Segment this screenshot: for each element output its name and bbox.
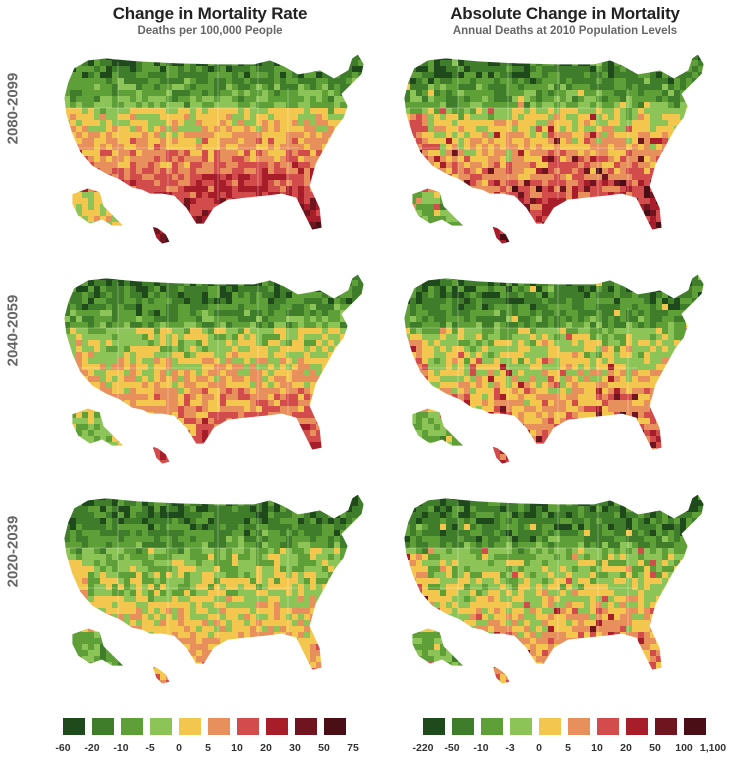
right-column-subtitle: Annual Deaths at 2010 Population Levels	[452, 25, 678, 37]
map-rate-2080-2099	[58, 48, 370, 253]
legend-label: 30	[289, 742, 301, 754]
map-rate-2040-2059	[58, 268, 370, 473]
legend-label: 5	[565, 742, 571, 754]
legend-swatch	[295, 718, 317, 735]
legend-swatch	[92, 718, 114, 735]
row-label-2020-2039: 2020-2039	[4, 515, 22, 588]
legend-swatch	[208, 718, 230, 735]
legend-swatch	[179, 718, 201, 735]
legend-swatch	[626, 718, 648, 735]
map-absolute-2040-2059	[398, 268, 710, 473]
legend-label: 20	[260, 742, 272, 754]
legend-label: 0	[176, 742, 182, 754]
row-label-2080-2099: 2080-2099	[4, 72, 22, 145]
legend-label: 5	[205, 742, 211, 754]
us-map-graphic	[403, 273, 705, 465]
legend-swatch	[121, 718, 143, 735]
legend-label: 50	[318, 742, 330, 754]
legend-swatch	[452, 718, 474, 735]
legend-label: 50	[649, 742, 661, 754]
map-absolute-2080-2099	[398, 48, 710, 253]
legend-label: -60	[55, 742, 71, 754]
legend-swatch	[481, 718, 503, 735]
map-absolute-2020-2039	[398, 488, 710, 693]
legend-label: 100	[675, 742, 693, 754]
legend-label: -220	[412, 742, 434, 754]
legend-label: 1,100	[699, 742, 727, 754]
legend-label: 0	[536, 742, 542, 754]
legend-swatch	[655, 718, 677, 735]
legend-label: 10	[231, 742, 243, 754]
left-column-subtitle: Deaths per 100,000 People	[137, 25, 283, 37]
us-map-graphic	[63, 273, 365, 465]
legend-swatch	[150, 718, 172, 735]
legend-swatch	[324, 718, 346, 735]
us-map-graphic	[63, 53, 365, 245]
legend-label: 10	[591, 742, 603, 754]
legend-swatch	[237, 718, 259, 735]
legend-label: -10	[473, 742, 489, 754]
legend-label: -50	[444, 742, 460, 754]
legend-swatch	[684, 718, 706, 735]
legend-label: -5	[145, 742, 155, 754]
legend-label: -10	[113, 742, 129, 754]
legend-label: -20	[84, 742, 100, 754]
legend-label: -3	[505, 742, 515, 754]
us-map-graphic	[63, 493, 365, 685]
legend-swatch	[597, 718, 619, 735]
legend-swatch	[568, 718, 590, 735]
legend-swatch	[266, 718, 288, 735]
us-map-graphic	[403, 493, 705, 685]
legend-label: 75	[347, 742, 359, 754]
us-map-graphic	[403, 53, 705, 245]
legend-label: 20	[620, 742, 632, 754]
right-column-title: Absolute Change in Mortality	[450, 4, 680, 23]
legend-swatch	[510, 718, 532, 735]
left-column-title: Change in Mortality Rate	[112, 4, 308, 23]
legend-swatch	[539, 718, 561, 735]
legend-swatch	[423, 718, 445, 735]
row-label-2040-2059: 2040-2059	[4, 294, 22, 367]
legend-swatch	[63, 718, 85, 735]
map-rate-2020-2039	[58, 488, 370, 693]
